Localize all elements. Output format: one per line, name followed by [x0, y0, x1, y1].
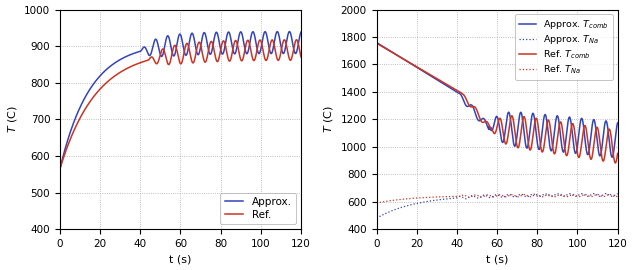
Ref. $T_{Na}$ — [475, 195, 483, 198]
Approx. $T_{comb}$ — [373, 41, 380, 44]
Ref. $T_{Na}$ — [609, 194, 617, 197]
Approx. $T_{comb}$ — [608, 156, 616, 159]
Approx. $T_{Na}$ — [373, 217, 380, 220]
X-axis label: t (s): t (s) — [169, 254, 192, 264]
Line: Approx. $T_{Na}$: Approx. $T_{Na}$ — [377, 194, 618, 218]
Approx. — [84, 92, 91, 95]
Ref. — [292, 38, 300, 41]
Approx. — [56, 167, 64, 170]
Ref. — [266, 43, 274, 46]
Ref. $T_{Na}$ — [465, 195, 473, 199]
Ref. — [98, 86, 106, 89]
Approx. $T_{comb}$ — [609, 154, 617, 157]
Ref. $T_{comb}$ — [373, 42, 380, 45]
Ref. $T_{Na}$ — [415, 196, 422, 200]
Approx. — [298, 31, 305, 34]
Approx. — [98, 72, 106, 76]
Ref. $T_{Na}$ — [373, 201, 380, 205]
Approx. $T_{comb}$ — [400, 58, 408, 61]
Legend: Approx. $T_{comb}$, Approx. $T_{Na}$, Ref. $T_{comb}$, Ref. $T_{Na}$: Approx. $T_{comb}$, Approx. $T_{Na}$, Re… — [515, 14, 613, 80]
Approx. $T_{Na}$ — [602, 192, 610, 195]
Ref. $T_{Na}$ — [606, 193, 613, 196]
Ref. $T_{comb}$ — [415, 66, 422, 69]
Approx. $T_{Na}$ — [400, 205, 408, 208]
Line: Approx. $T_{comb}$: Approx. $T_{comb}$ — [377, 42, 618, 157]
Approx. $T_{Na}$ — [609, 195, 617, 198]
Approx. $T_{comb}$ — [415, 67, 422, 70]
Ref. — [56, 167, 64, 170]
Approx. — [149, 47, 156, 50]
Ref. $T_{comb}$ — [614, 152, 622, 155]
Approx. — [285, 30, 293, 33]
Ref. $T_{comb}$ — [465, 103, 473, 107]
Approx. — [159, 53, 166, 56]
Approx. $T_{Na}$ — [465, 196, 473, 199]
Line: Ref. $T_{comb}$: Ref. $T_{comb}$ — [377, 43, 618, 163]
Ref. $T_{comb}$ — [611, 161, 619, 165]
Line: Approx.: Approx. — [60, 32, 301, 169]
Ref. $T_{comb}$ — [583, 132, 591, 135]
Ref. $T_{Na}$ — [614, 194, 622, 198]
Line: Ref.: Ref. — [60, 40, 301, 169]
Ref. — [298, 55, 305, 59]
Approx. $T_{Na}$ — [475, 196, 483, 199]
Ref. — [292, 38, 300, 41]
Ref. $T_{Na}$ — [400, 197, 408, 201]
Ref. $T_{comb}$ — [609, 149, 617, 152]
Approx. $T_{Na}$ — [583, 195, 591, 198]
Approx. $T_{comb}$ — [475, 119, 483, 122]
Y-axis label: $T$ (C): $T$ (C) — [322, 105, 335, 133]
Approx. — [266, 51, 274, 54]
Approx. $T_{comb}$ — [583, 151, 591, 154]
Y-axis label: $T$ (C): $T$ (C) — [6, 105, 18, 133]
Approx. $T_{comb}$ — [614, 121, 622, 124]
X-axis label: t (s): t (s) — [486, 254, 508, 264]
Line: Ref. $T_{Na}$: Ref. $T_{Na}$ — [377, 194, 618, 203]
Ref. — [159, 47, 166, 50]
Approx. $T_{Na}$ — [614, 192, 622, 195]
Legend: Approx., Ref.: Approx., Ref. — [220, 193, 296, 224]
Approx. $T_{comb}$ — [465, 104, 473, 107]
Ref. $T_{comb}$ — [400, 58, 408, 61]
Approx. — [292, 51, 300, 54]
Ref. $T_{comb}$ — [475, 116, 483, 119]
Approx. $T_{Na}$ — [415, 201, 422, 205]
Ref. — [149, 56, 156, 59]
Ref. — [84, 104, 91, 107]
Ref. $T_{Na}$ — [583, 193, 591, 197]
